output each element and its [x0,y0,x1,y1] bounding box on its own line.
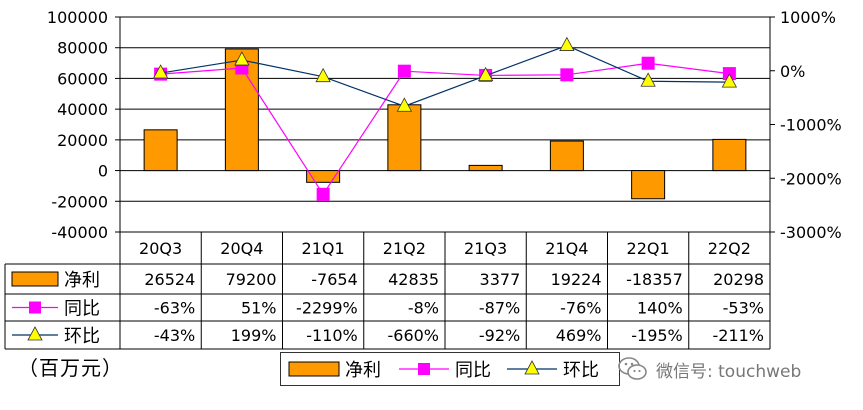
point-qoq [396,97,413,112]
y-left-tick-label: 100000 [47,8,108,27]
y-right-tick-label: -3000% [780,223,842,242]
data-label: 51% [241,299,277,318]
y-left-tick-label: -20000 [51,192,108,211]
bar-net-profit [549,140,584,172]
data-label: -18357 [626,270,683,289]
point-qoq [721,73,738,88]
data-label: -195% [631,326,683,345]
point-yoy [316,187,330,201]
data-label: -2299% [296,299,358,318]
y-left-tick-label: 20000 [57,131,108,150]
y-left-tick-label: -40000 [51,223,108,242]
plot-area [119,16,771,233]
data-label: -660% [387,326,439,345]
y-right-tick-label: 1000% [780,8,836,27]
bar-net-profit [468,164,503,172]
x-tick-label: 21Q3 [464,239,507,258]
legend: 净利 同比 环比 [280,352,620,386]
data-label: -53% [723,299,764,318]
line-qoq [160,44,730,107]
y-right-tick-label: 0% [780,62,805,81]
data-label: -63% [154,299,195,318]
data-label: 26524 [144,270,195,289]
table-key-square [29,301,41,314]
data-label: 19224 [551,270,602,289]
data-label: 469% [556,326,602,345]
wechat-icon [618,357,647,380]
data-label: -211% [712,326,764,345]
table-series-name: 环比 [64,326,100,347]
legend-label: 净利 [345,360,381,381]
point-qoq [559,36,575,51]
legend-label: 同比 [455,360,491,381]
point-yoy [560,68,574,82]
data-label: -8% [408,299,439,318]
y-right-tick-label: -1000% [780,116,842,135]
point-qoq [640,72,656,87]
legend-key-triangle [524,360,540,375]
data-label: 3377 [480,270,521,289]
data-label: 199% [231,326,277,345]
table-key-triangle [27,326,43,341]
data-label: 140% [637,299,683,318]
y-left-tick-label: 80000 [57,39,108,58]
bar-net-profit [631,170,666,200]
data-label: -110% [306,326,358,345]
legend-label: 环比 [563,360,599,381]
x-tick-label: 21Q1 [302,239,345,258]
legend-key-square [418,363,430,375]
table-series-name: 净利 [64,270,100,291]
data-label: -7654 [311,270,358,289]
x-tick-label: 21Q2 [383,239,426,258]
point-yoy [397,64,411,78]
y-left-tick-label: 0 [98,162,108,181]
x-tick-label: 20Q4 [220,239,263,258]
legend-svg: 净利 同比 环比 [288,360,599,381]
x-tick-label: 20Q3 [139,239,182,258]
watermark: 微信号: touchweb [618,356,801,382]
data-label: -87% [479,299,520,318]
x-tick-label: 21Q4 [545,239,588,258]
data-label: 79200 [226,270,277,289]
data-label: 42835 [388,270,439,289]
bar-net-profit [387,104,422,172]
bar-net-profit [143,129,178,172]
y-left-tick-label: 40000 [57,100,108,119]
bar-net-profit [712,138,747,172]
point-qoq [234,51,250,66]
data-label: -43% [154,326,195,345]
x-tick-label: 22Q1 [627,239,670,258]
data-label: -92% [479,326,520,345]
x-tick-label: 22Q2 [708,239,751,258]
legend-key-net-profit [288,361,340,377]
point-qoq [315,67,331,83]
unit-label: （百万元） [18,356,123,380]
table-series-name: 同比 [64,299,100,320]
y-left-tick-label: 60000 [57,69,108,88]
table-key-net-profit [11,271,59,287]
y-right-tick-label: -2000% [780,169,842,188]
point-yoy [641,56,655,70]
data-label: -76% [560,299,601,318]
bar-net-profit [306,170,341,183]
data-label: 20298 [713,270,764,289]
point-qoq [152,64,169,79]
watermark-text: 微信号: touchweb [656,361,802,382]
line-yoy [160,62,730,196]
point-qoq [477,66,494,82]
